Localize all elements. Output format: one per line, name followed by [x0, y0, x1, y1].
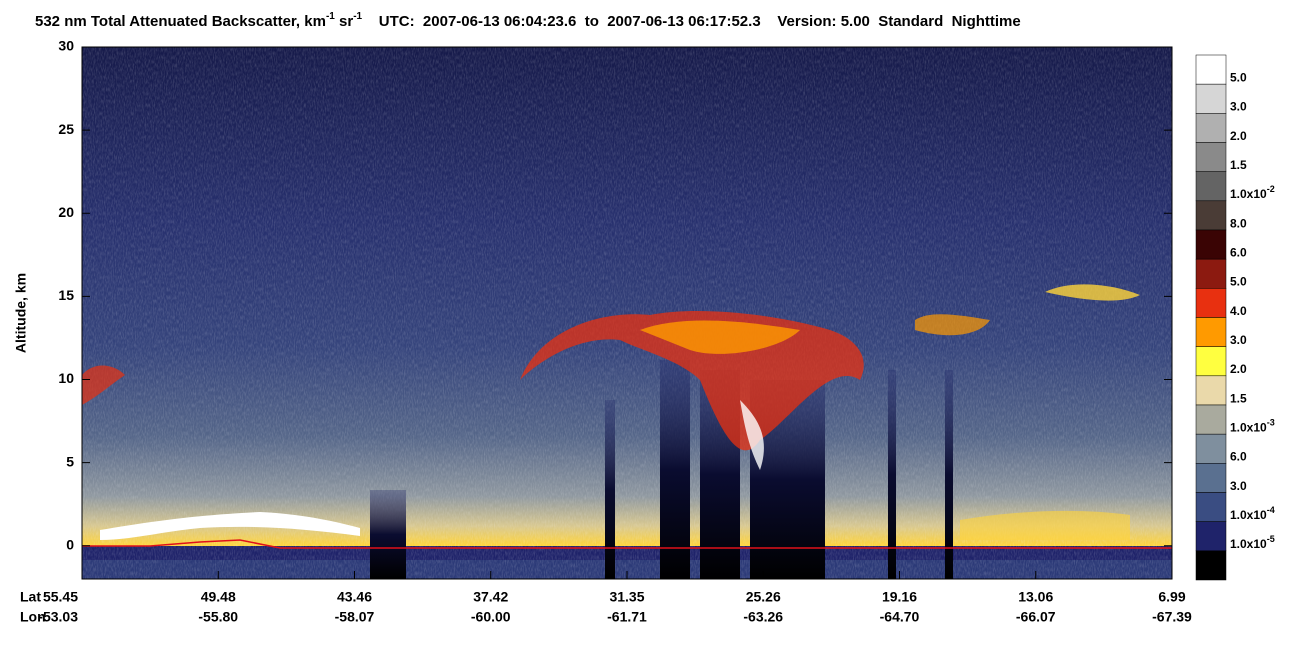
x-tick-label: -61.71 — [607, 609, 647, 625]
colorbar-label-base: 1.0x10 — [1230, 187, 1267, 201]
x-tick-label: 37.42 — [473, 589, 508, 605]
x-tick-label: 25.26 — [746, 589, 781, 605]
title-text: 532 nm Total Attenuated Backscatter, km — [35, 13, 326, 30]
x-tick-label: -64.70 — [880, 609, 920, 625]
colorbar-label-exp: -3 — [1267, 418, 1275, 428]
x-tick-label: -67.39 — [1152, 609, 1192, 625]
colorbar-swatch — [1195, 200, 1227, 231]
colorbar-label: 5.0 — [1230, 275, 1247, 289]
x-tick-label: 31.35 — [609, 589, 644, 605]
colorbar-swatch — [1195, 171, 1227, 202]
x-tick-label: 13.06 — [1018, 589, 1053, 605]
chart-title: 532 nm Total Attenuated Backscatter, km-… — [35, 11, 1021, 30]
x-tick-label: 49.48 — [201, 589, 236, 605]
y-tick-label: 25 — [58, 121, 74, 137]
x-tick-label: -55.80 — [198, 609, 238, 625]
colorbar-swatch — [1195, 83, 1227, 114]
curtain-image — [82, 47, 1172, 579]
y-tick-label: 15 — [58, 287, 74, 303]
title-text: UTC: 2007-06-13 06:04:23.6 to 2007-06-13… — [362, 13, 1021, 30]
title-superscript: -1 — [353, 11, 362, 22]
colorbar-swatch — [1195, 375, 1227, 406]
x-tick-label: 43.46 — [337, 589, 372, 605]
colorbar-label: 5.0 — [1230, 71, 1247, 85]
colorbar-swatch — [1195, 317, 1227, 347]
colorbar-swatch — [1195, 258, 1227, 289]
colorbar-label-exp: -2 — [1267, 184, 1275, 194]
x-row-name: Lon — [20, 609, 46, 625]
x-tick-label: 6.99 — [1158, 589, 1185, 605]
colorbar-label-base: 1.0x10 — [1230, 537, 1267, 551]
colorbar-label: 6.0 — [1230, 246, 1247, 260]
colorbar-label: 1.0x10-2 — [1230, 184, 1275, 201]
colorbar-swatch — [1195, 492, 1227, 522]
x-tick-label: -58.07 — [335, 609, 375, 625]
y-tick-label: 0 — [66, 536, 74, 552]
x-tick-label: -53.03 — [38, 609, 78, 625]
colorbar-label-exp: -4 — [1267, 505, 1275, 515]
colorbar: 5.03.02.01.51.0x10-28.06.05.04.03.02.01.… — [1195, 54, 1275, 581]
colorbar-label: 8.0 — [1230, 216, 1247, 230]
colorbar-swatch — [1195, 288, 1227, 318]
x-tick-label: 55.45 — [43, 589, 78, 605]
colorbar-swatch — [1195, 229, 1227, 260]
x-tick-label: 19.16 — [882, 589, 917, 605]
colorbar-label-base: 1.0x10 — [1230, 508, 1267, 522]
colorbar-label: 2.0 — [1230, 362, 1247, 376]
colorbar-label: 1.0x10-4 — [1230, 505, 1275, 522]
colorbar-label: 6.0 — [1230, 450, 1247, 464]
y-tick-label: 5 — [66, 453, 74, 469]
colorbar-swatch — [1195, 550, 1227, 581]
colorbar-swatch — [1195, 404, 1227, 435]
colorbar-label: 4.0 — [1230, 304, 1247, 318]
colorbar-swatch — [1195, 142, 1227, 172]
colorbar-label: 3.0 — [1230, 333, 1247, 347]
title-superscript: -1 — [326, 11, 335, 22]
title-text: sr — [335, 13, 354, 30]
colorbar-swatch — [1195, 346, 1227, 377]
colorbar-swatch — [1195, 433, 1227, 464]
colorbar-label-exp: -5 — [1267, 534, 1275, 544]
y-tick-label: 20 — [58, 204, 74, 220]
colorbar-label: 3.0 — [1230, 100, 1247, 114]
colorbar-label: 2.0 — [1230, 129, 1247, 143]
colorbar-label: 1.0x10-3 — [1230, 418, 1275, 435]
y-axis-label: Altitude, km — [13, 273, 29, 353]
y-tick-label: 10 — [58, 370, 74, 386]
colorbar-label: 1.5 — [1230, 391, 1247, 405]
colorbar-swatch — [1195, 54, 1227, 85]
colorbar-label: 3.0 — [1230, 479, 1247, 493]
colorbar-label-base: 1.0x10 — [1230, 421, 1267, 435]
colorbar-swatch — [1195, 521, 1227, 552]
x-tick-label: -60.00 — [471, 609, 511, 625]
colorbar-swatch — [1195, 113, 1227, 143]
y-tick-label: 30 — [58, 38, 74, 54]
colorbar-swatch — [1195, 463, 1227, 493]
colorbar-label: 1.5 — [1230, 158, 1247, 172]
colorbar-label: 1.0x10-5 — [1230, 534, 1275, 551]
x-tick-label: -63.26 — [743, 609, 783, 625]
x-tick-label: -66.07 — [1016, 609, 1056, 625]
x-row-name: Lat — [20, 589, 41, 605]
